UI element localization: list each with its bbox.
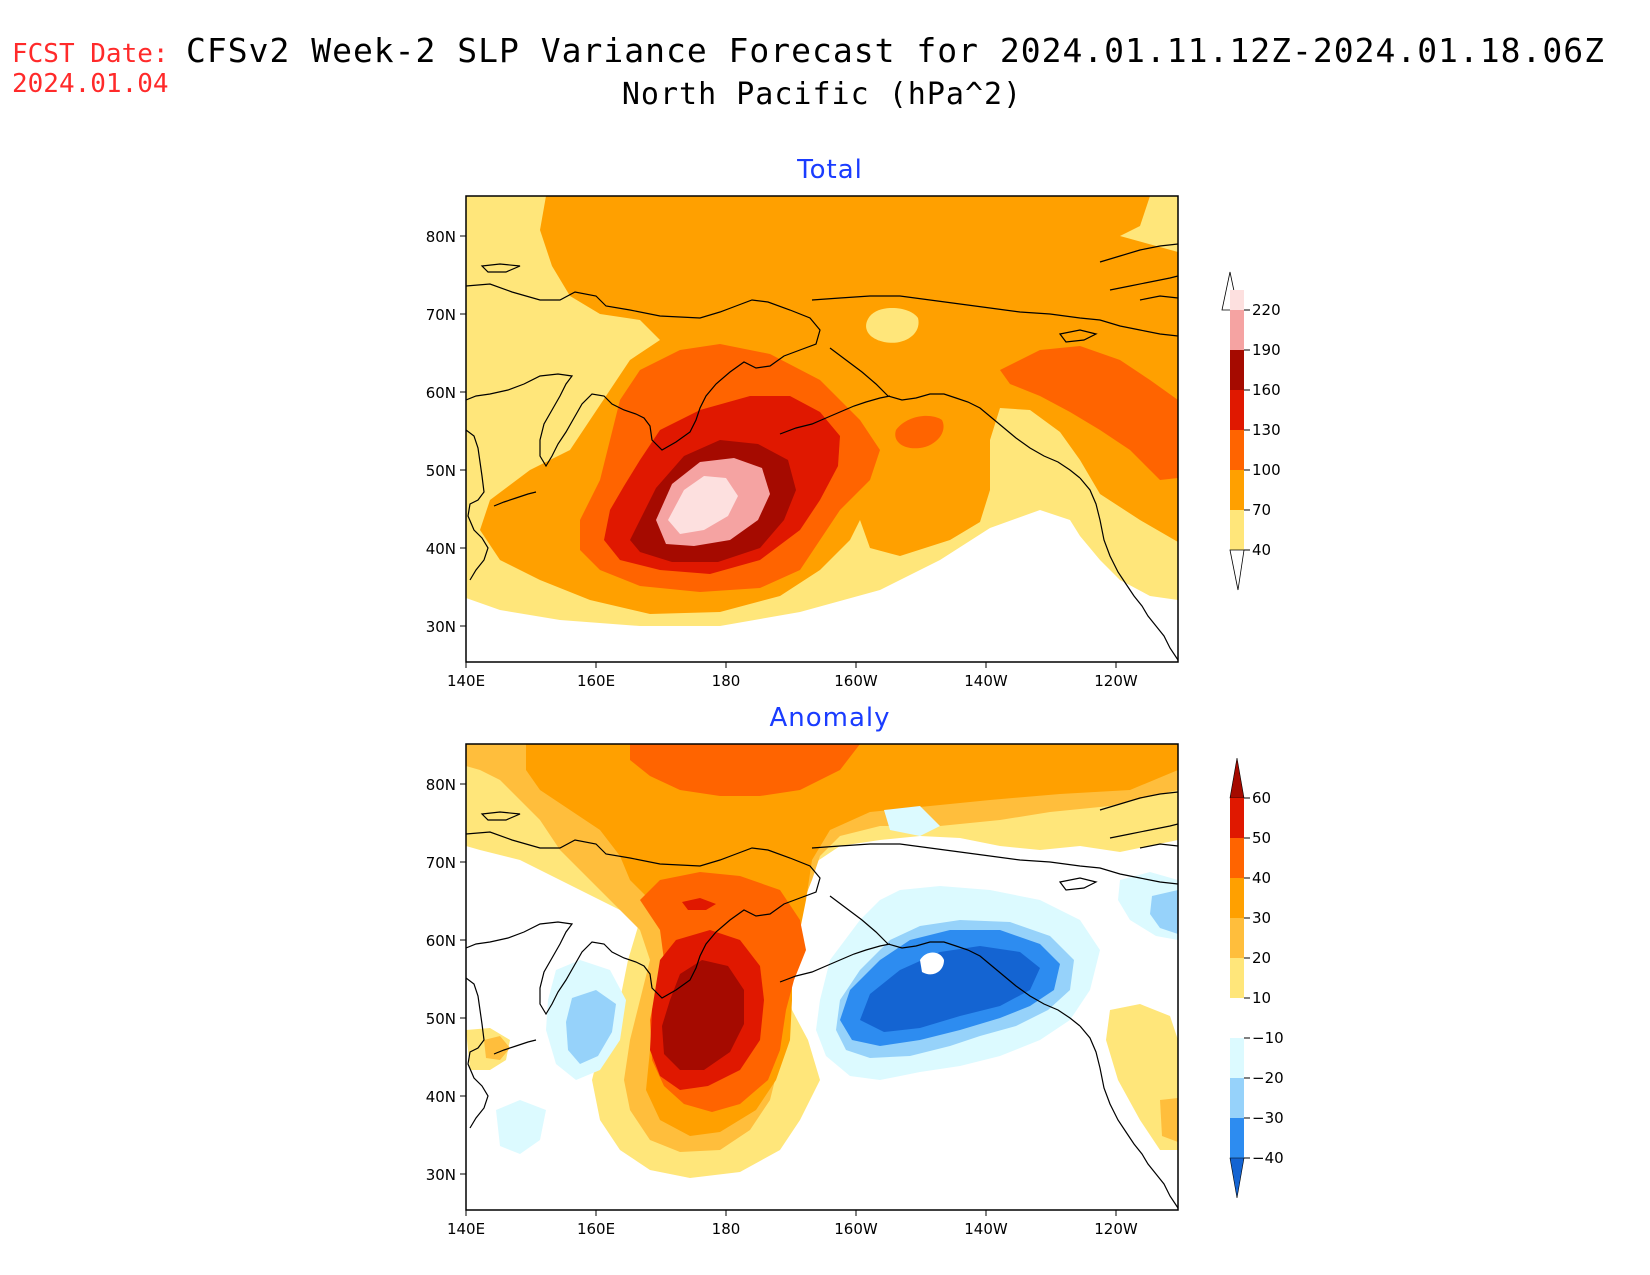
anomaly-lon-axis: 140E 160E 180 160W 140W 120W (447, 1210, 1138, 1238)
total-cbar-label: 70 (1252, 501, 1271, 519)
total-lon-tick: 140E (447, 672, 485, 690)
figure-title: CFSv2 Week-2 SLP Variance Forecast for 2… (186, 31, 1605, 70)
total-lat-tick: 50N (426, 462, 456, 480)
anomaly-panel-title: Anomaly (769, 703, 890, 733)
anomaly-lon-tick: 140E (447, 1220, 485, 1238)
anomaly-lat-tick: 80N (426, 776, 456, 794)
total-lat-axis: 80N 70N 60N 50N 40N 30N (426, 228, 466, 636)
anomaly-cbar-label: 40 (1252, 869, 1271, 887)
anomaly-cbar-label: 50 (1252, 829, 1271, 847)
anomaly-cbar-swatch-40 (1230, 838, 1244, 878)
anomaly-cbar-label: −10 (1252, 1029, 1284, 1047)
anomaly-cbar-swatch-minus30 (1230, 1118, 1244, 1158)
anomaly-lon-tick: 140W (964, 1220, 1008, 1238)
anomaly-cbar-swatch-20 (1230, 918, 1244, 958)
total-cbar-swatch-220 (1230, 290, 1244, 310)
anomaly-cbar-label: 20 (1252, 949, 1271, 967)
total-cbar-swatch-190 (1230, 310, 1244, 350)
anomaly-cbar-label: −40 (1252, 1149, 1284, 1167)
fcst-date-label: FCST Date: (12, 39, 169, 69)
total-lon-tick: 160E (577, 672, 615, 690)
anomaly-lon-tick: 160E (577, 1220, 615, 1238)
total-lon-tick: 120W (1094, 672, 1138, 690)
total-cbar-swatch-160 (1230, 350, 1244, 390)
anomaly-colorbar: 60 50 40 30 20 10 −10 −20 −30 −40 (1229, 757, 1284, 1199)
anomaly-lat-axis: 80N 70N 60N 50N 40N 30N (426, 776, 466, 1184)
anomaly-contour-minus40 (860, 946, 1040, 1032)
total-map (466, 196, 1178, 662)
anomaly-lat-tick: 70N (426, 854, 456, 872)
total-map-frame (465, 195, 1179, 663)
total-lon-tick: 140W (964, 672, 1008, 690)
total-lat-tick: 70N (426, 306, 456, 324)
total-lon-axis: 140E 160E 180 160W 140W 120W (447, 662, 1138, 690)
total-cbar-label: 40 (1252, 541, 1271, 559)
anomaly-lon-tick: 120W (1094, 1220, 1138, 1238)
figure-subtitle: North Pacific (hPa^2) (622, 77, 1022, 112)
anomaly-cbar-swatch-30 (1230, 878, 1244, 918)
anomaly-contour-40 (630, 744, 860, 796)
total-lat-tick: 80N (426, 228, 456, 246)
anomaly-lat-tick: 40N (426, 1088, 456, 1106)
anomaly-cbar-label: 10 (1252, 989, 1271, 1007)
anomaly-lat-tick: 60N (426, 932, 456, 950)
anomaly-lat-tick: 50N (426, 1010, 456, 1028)
total-colorbar: 220 190 160 130 100 70 40 (1221, 271, 1281, 591)
anomaly-cbar-swatch-minus10 (1230, 1038, 1244, 1078)
anomaly-lon-tick: 180 (712, 1220, 741, 1238)
anomaly-cbar-swatch-minus20 (1230, 1078, 1244, 1118)
total-cbar-swatch-100 (1230, 430, 1244, 470)
anomaly-contour-60 (662, 960, 744, 1070)
total-lat-tick: 40N (426, 540, 456, 558)
total-cbar-swatch-40 (1230, 510, 1244, 550)
total-cbar-swatch-70 (1230, 470, 1244, 510)
anomaly-cbar-label: 30 (1252, 909, 1271, 927)
anomaly-map (466, 744, 1178, 1210)
total-cbar-label: 100 (1252, 461, 1281, 479)
total-lon-tick: 160W (834, 672, 878, 690)
total-lat-tick: 60N (426, 384, 456, 402)
anomaly-lat-tick: 30N (426, 1166, 456, 1184)
anomaly-cbar-label: 60 (1252, 789, 1271, 807)
anomaly-cbar-swatch-10 (1230, 958, 1244, 998)
total-cbar-label: 220 (1252, 301, 1281, 319)
total-lon-tick: 180 (712, 672, 741, 690)
total-cbar-label: 130 (1252, 421, 1281, 439)
anomaly-cbar-label: −30 (1252, 1109, 1284, 1127)
fcst-date-value: 2024.01.04 (12, 69, 169, 99)
anomaly-cbar-label: −20 (1252, 1069, 1284, 1087)
total-lat-tick: 30N (426, 618, 456, 636)
total-cbar-swatch-130 (1230, 390, 1244, 430)
total-cbar-label: 160 (1252, 381, 1281, 399)
anomaly-cbar-swatch-zero (1230, 998, 1244, 1038)
total-cbar-label: 190 (1252, 341, 1281, 359)
anomaly-lon-tick: 160W (834, 1220, 878, 1238)
anomaly-cbar-swatch-50 (1230, 798, 1244, 838)
total-contour-220 (668, 476, 738, 534)
total-panel-title: Total (796, 155, 863, 185)
anomaly-map-frame (465, 743, 1179, 1211)
